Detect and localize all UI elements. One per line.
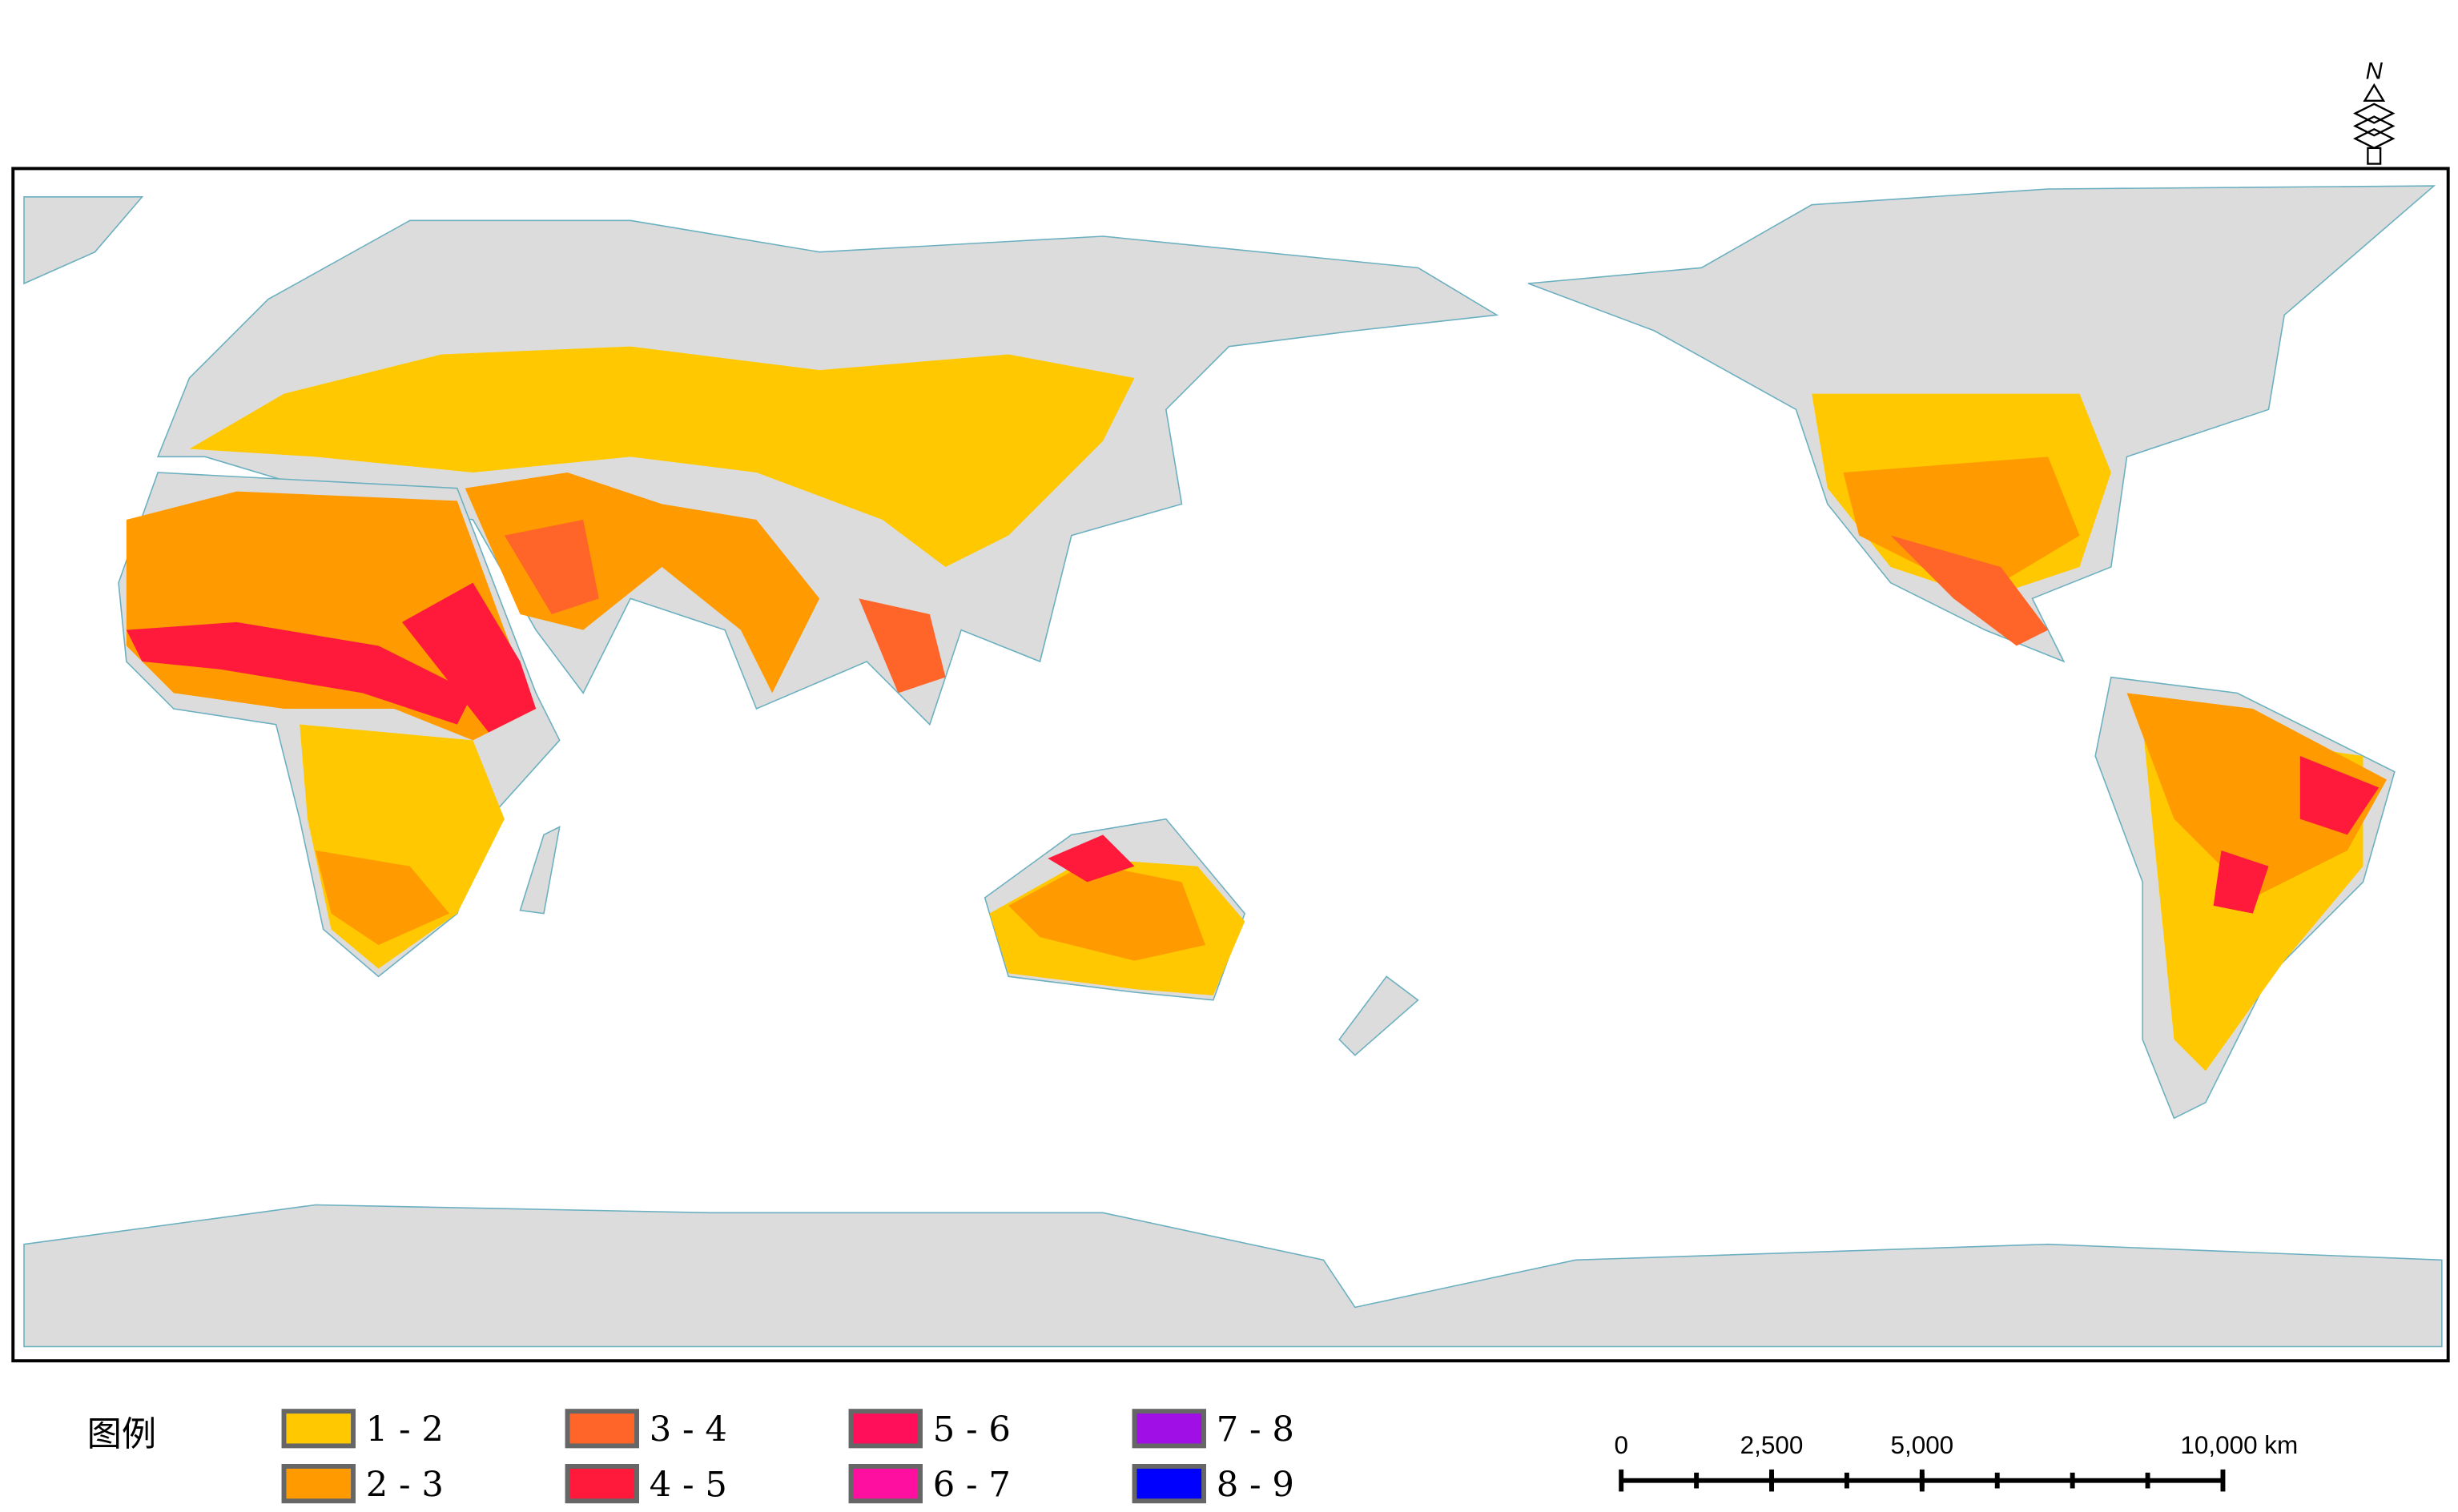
scale-bar: 0 2,500 5,000 10,000 km	[1614, 1431, 2298, 1492]
legend-label: 6 - 7	[933, 1465, 1011, 1505]
hazard-zone	[1008, 863, 1205, 961]
scale-label: 10,000 km	[2180, 1431, 2298, 1459]
legend-swatch	[1132, 1464, 1206, 1504]
hazard-zone	[1843, 456, 2080, 583]
scale-label: 2,500	[1740, 1431, 1804, 1459]
madagascar	[519, 826, 561, 915]
hazard-zone	[1048, 834, 1135, 883]
hazard-zone	[859, 598, 946, 694]
new-zealand	[1338, 975, 1419, 1056]
antarctica	[23, 1204, 2443, 1348]
legend-label: 3 - 4	[650, 1410, 727, 1450]
legend-label: 8 - 9	[1217, 1465, 1294, 1505]
legend-swatch	[565, 1409, 639, 1449]
hazard-zone	[2299, 756, 2380, 835]
north-arrow: N	[2353, 58, 2396, 165]
legend-swatch	[565, 1464, 639, 1504]
legend-swatch	[1132, 1409, 1206, 1449]
legend-label: 1 - 2	[366, 1410, 444, 1450]
legend-swatch	[848, 1464, 923, 1504]
legend: 图例 1 - 2 2 - 3 3 - 4 4 - 5 5 - 6 6 - 7 7 - 8 8 …	[87, 1409, 1294, 1505]
scale-label: 5,000	[1890, 1431, 1953, 1459]
legend-label: 5 - 6	[933, 1410, 1011, 1450]
hazard-zone	[2126, 693, 2387, 898]
hazard-zone	[2213, 850, 2269, 914]
legend-swatch	[848, 1409, 923, 1449]
legend-swatch	[281, 1409, 356, 1449]
legend-label: 7 - 8	[1217, 1410, 1294, 1450]
scale-label: 0	[1614, 1431, 1628, 1459]
chukotka	[23, 196, 144, 285]
legend-title: 图例	[87, 1414, 157, 1454]
hazard-zone	[504, 520, 599, 614]
legend-label: 4 - 5	[650, 1465, 727, 1505]
hazard-zone	[315, 850, 449, 945]
hazard-zone	[126, 621, 473, 725]
hazard-zone	[1890, 535, 2049, 646]
legend-label: 2 - 3	[366, 1465, 444, 1505]
hazard-zone	[402, 582, 537, 733]
north-label: N	[2366, 58, 2384, 84]
legend-swatch	[281, 1464, 356, 1504]
map-area	[11, 167, 2450, 1363]
hazard-zone	[189, 346, 1135, 567]
